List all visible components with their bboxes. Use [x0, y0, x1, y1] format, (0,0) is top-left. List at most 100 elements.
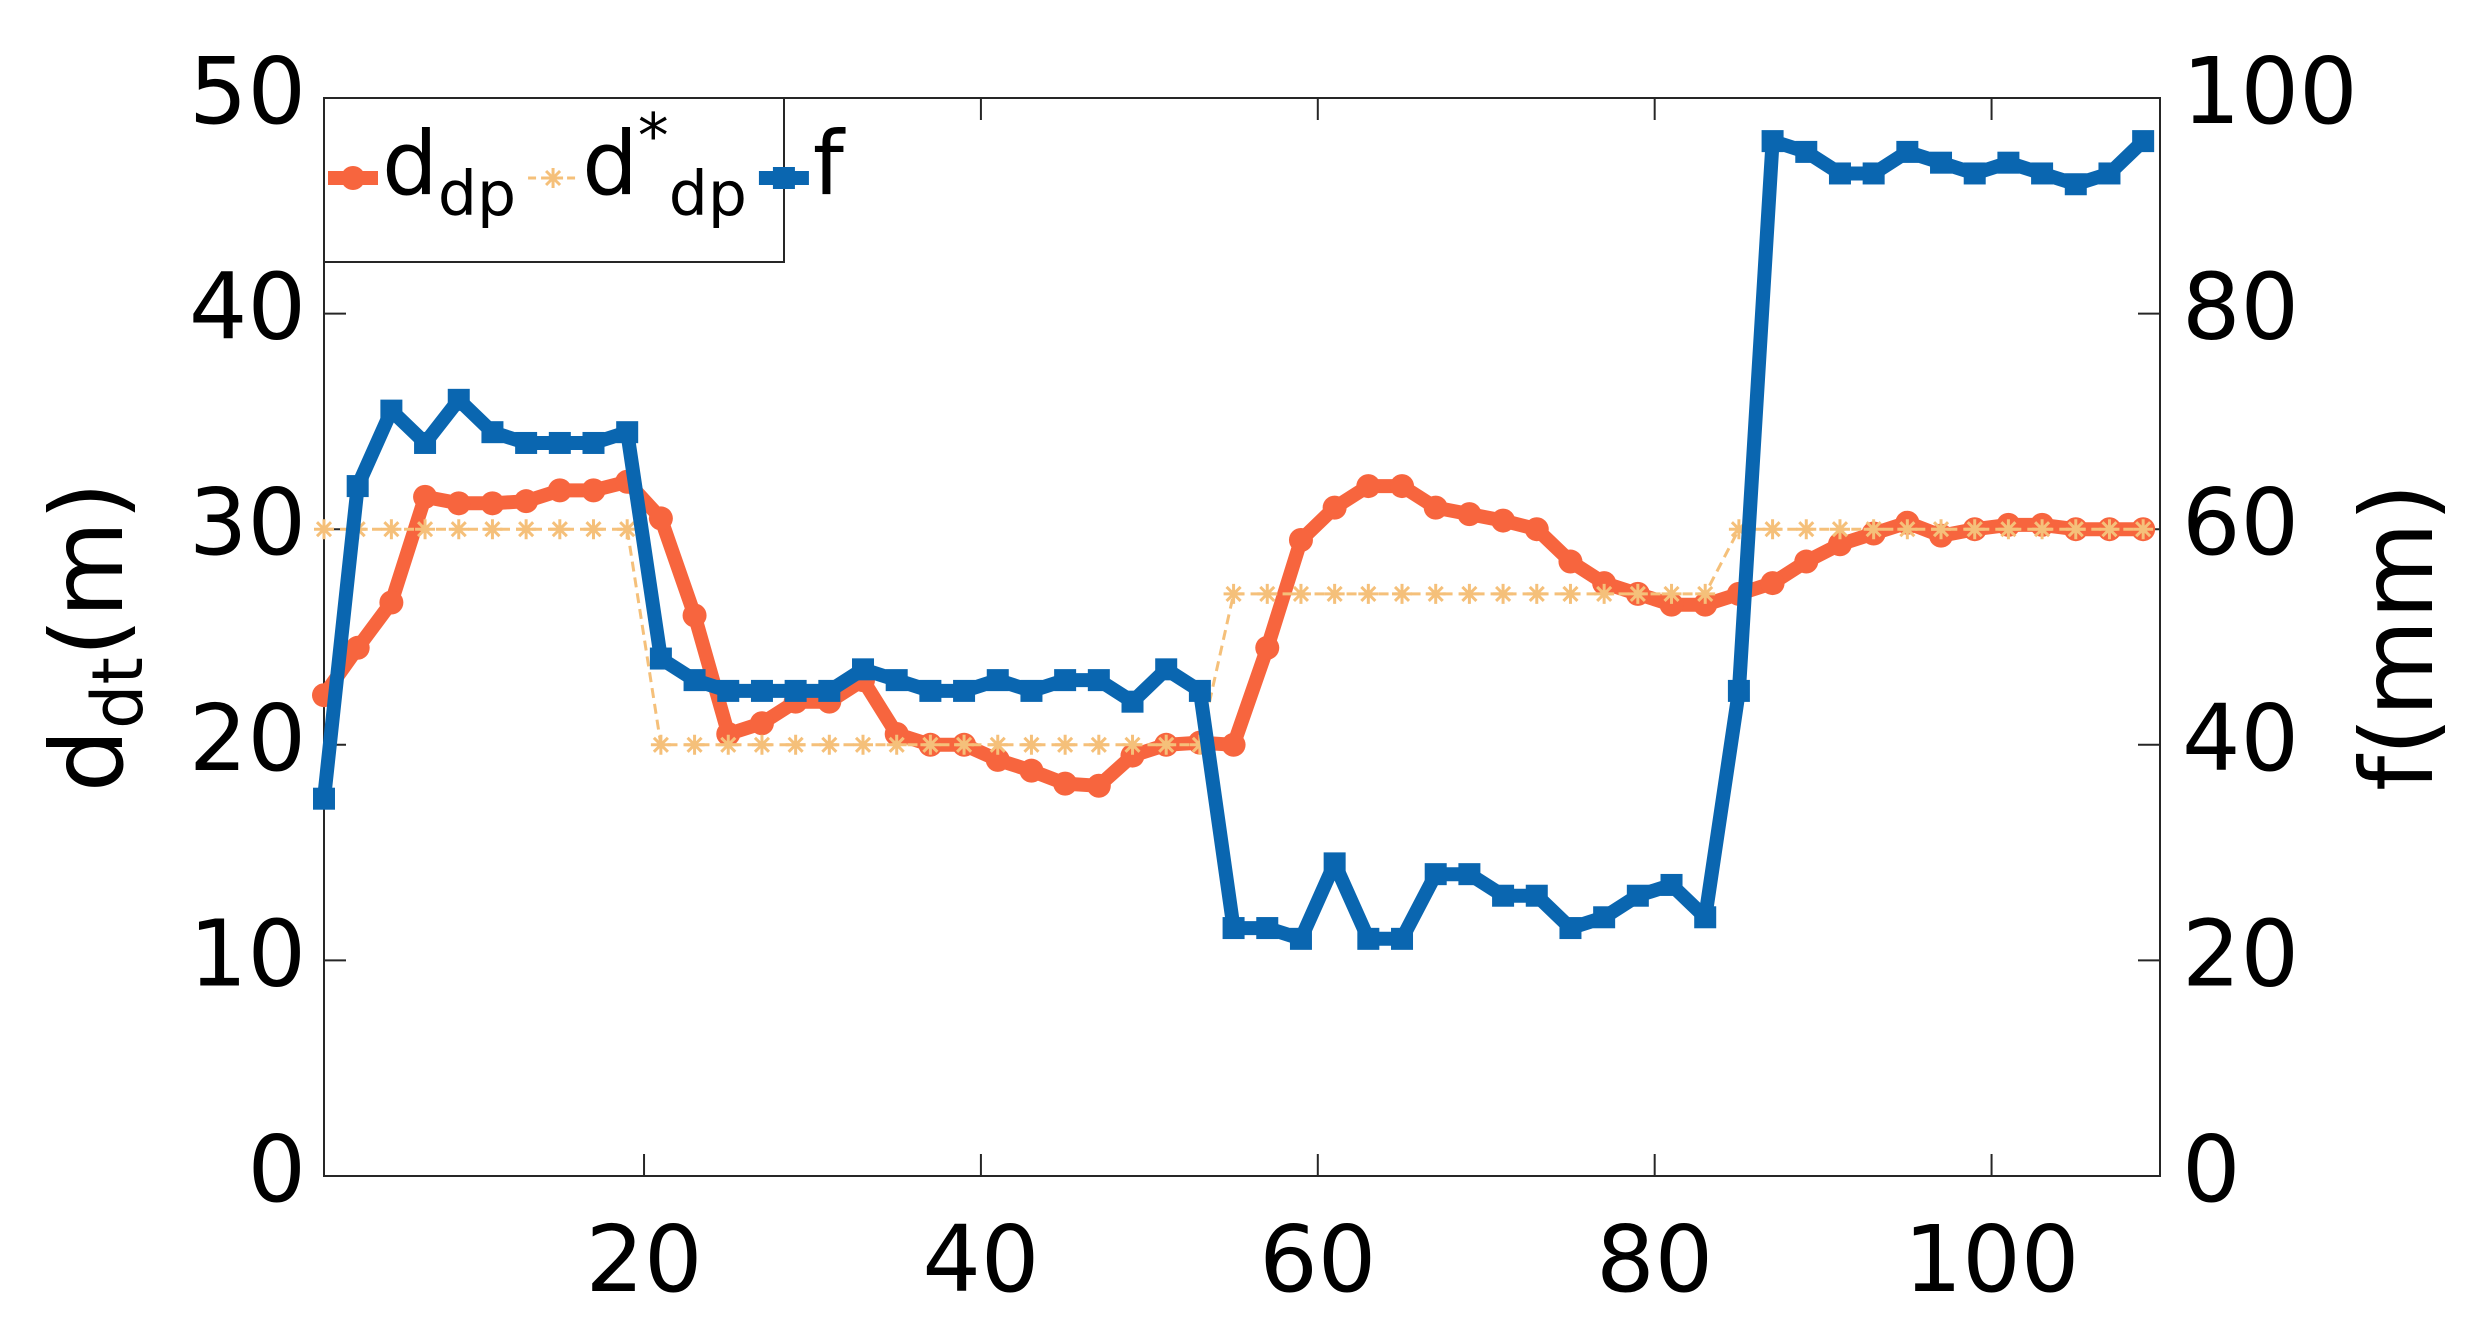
- marker: [1796, 519, 1817, 540]
- marker: [379, 590, 404, 615]
- marker: [919, 679, 942, 702]
- marker: [1998, 519, 2019, 540]
- marker: [543, 168, 564, 188]
- marker: [414, 431, 437, 454]
- marker: [1458, 863, 1481, 886]
- legend-label: ddp: [382, 112, 516, 230]
- marker: [1525, 884, 1548, 907]
- marker: [516, 519, 537, 540]
- marker: [1695, 583, 1716, 604]
- marker: [1829, 519, 1850, 540]
- marker: [480, 491, 505, 516]
- marker: [1021, 734, 1042, 755]
- y2-tick-label: 100: [2182, 38, 2358, 145]
- marker: [548, 431, 571, 454]
- marker: [1289, 927, 1312, 950]
- marker: [1053, 771, 1078, 796]
- marker: [1055, 734, 1076, 755]
- marker: [2099, 519, 2120, 540]
- marker: [785, 734, 806, 755]
- marker: [886, 734, 907, 755]
- marker: [1255, 635, 1280, 660]
- marker: [381, 519, 402, 540]
- marker: [345, 635, 370, 660]
- marker: [1694, 906, 1717, 929]
- marker: [784, 679, 807, 702]
- marker: [749, 711, 774, 736]
- marker: [1020, 679, 1043, 702]
- marker: [1424, 863, 1447, 886]
- marker: [1526, 583, 1547, 604]
- y-tick-label: 20: [189, 685, 306, 792]
- marker: [1997, 151, 2020, 174]
- y2-tick-label: 20: [2182, 901, 2299, 1008]
- marker: [649, 647, 672, 670]
- marker: [617, 519, 638, 540]
- marker: [1493, 583, 1514, 604]
- marker: [1189, 734, 1210, 755]
- marker: [1727, 679, 1750, 702]
- marker: [314, 519, 334, 540]
- marker: [549, 519, 570, 540]
- marker: [750, 679, 773, 702]
- marker: [1356, 474, 1381, 499]
- marker: [413, 484, 438, 509]
- marker: [2098, 162, 2121, 185]
- marker: [1459, 583, 1480, 604]
- marker: [1290, 583, 1311, 604]
- marker: [1795, 140, 1818, 163]
- marker: [648, 506, 673, 531]
- marker: [2133, 519, 2154, 540]
- y-axis-label: ddt(m): [29, 482, 159, 793]
- legend-label: d*dp: [582, 100, 747, 230]
- marker: [582, 431, 605, 454]
- marker: [1322, 495, 1347, 520]
- marker: [818, 679, 841, 702]
- marker: [313, 787, 335, 810]
- marker: [985, 747, 1010, 772]
- marker: [1594, 583, 1615, 604]
- x-tick-label: 80: [1596, 1206, 1713, 1313]
- marker: [616, 421, 639, 444]
- series: [313, 130, 2155, 950]
- marker: [1324, 583, 1345, 604]
- marker: [920, 734, 941, 755]
- marker: [547, 478, 572, 503]
- marker: [1862, 162, 1885, 185]
- marker: [2065, 519, 2086, 540]
- marker: [1288, 527, 1313, 552]
- marker: [1390, 474, 1415, 499]
- x-tick-label: 100: [1904, 1206, 2080, 1313]
- marker: [1728, 519, 1749, 540]
- marker: [1930, 151, 1953, 174]
- y-tick-label: 0: [247, 1116, 306, 1223]
- marker: [1086, 773, 1111, 798]
- marker: [1627, 583, 1648, 604]
- marker: [1863, 519, 1884, 540]
- y-tick-label: 50: [189, 38, 306, 145]
- marker: [1762, 519, 1783, 540]
- marker: [1760, 571, 1785, 596]
- marker: [341, 166, 365, 190]
- marker: [446, 491, 471, 516]
- marker: [853, 734, 874, 755]
- marker: [1524, 517, 1549, 542]
- marker: [1392, 583, 1413, 604]
- marker: [1358, 583, 1379, 604]
- marker: [1491, 508, 1516, 533]
- legend: ddp d*dp f: [323, 97, 846, 263]
- series-line: [324, 527, 2144, 747]
- plot-frame: [323, 97, 2161, 1177]
- marker: [1560, 583, 1581, 604]
- marker: [1794, 549, 1819, 574]
- marker: [1661, 583, 1682, 604]
- marker: [717, 679, 740, 702]
- marker: [1828, 162, 1851, 185]
- marker: [1660, 873, 1683, 896]
- marker: [1492, 884, 1515, 907]
- marker: [1827, 532, 1852, 557]
- marker: [852, 658, 875, 681]
- marker: [1457, 502, 1482, 527]
- marker: [380, 399, 403, 422]
